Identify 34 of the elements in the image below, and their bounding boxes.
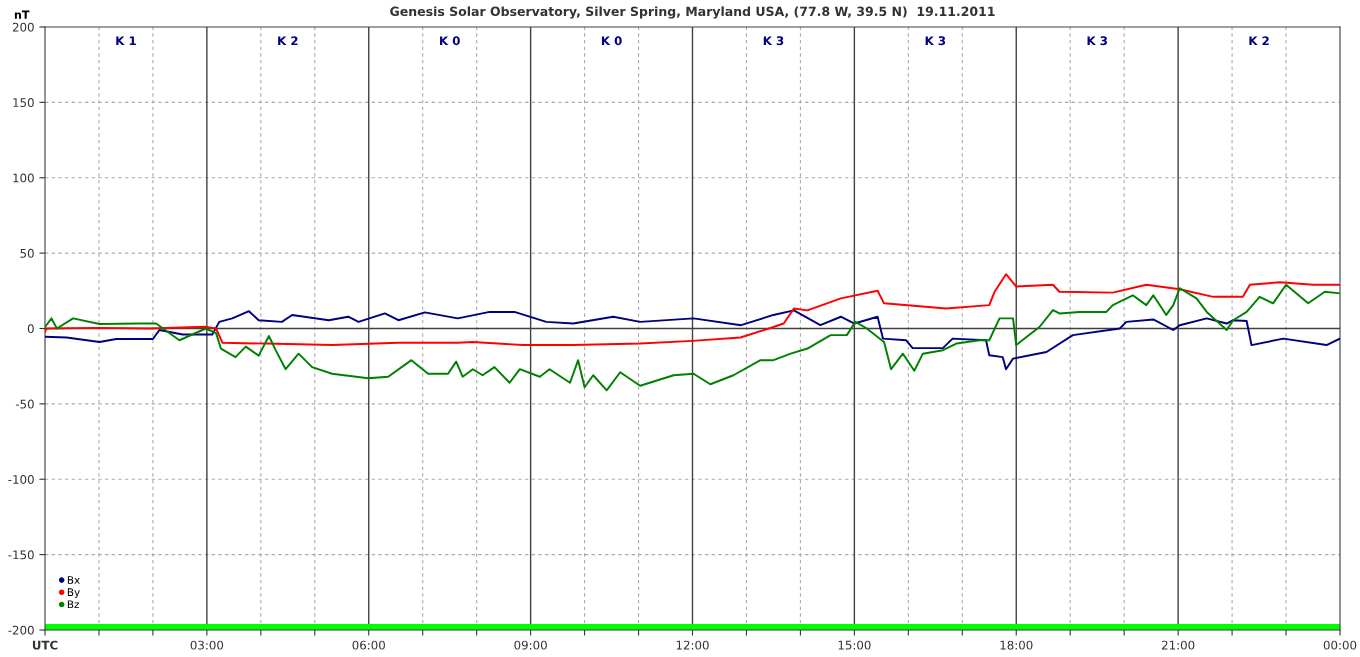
legend-label: Bx xyxy=(67,576,80,584)
y-axis-title: nT xyxy=(14,10,30,19)
x-tick-label: 09:00 xyxy=(514,640,547,650)
x-tick-label: 18:00 xyxy=(1000,640,1033,650)
annotation: K 3 xyxy=(925,36,946,46)
x-tick-label: 06:00 xyxy=(352,640,385,650)
y-tick-label: -150 xyxy=(8,550,34,560)
y-tick-label: -200 xyxy=(8,625,34,635)
annotation: K 2 xyxy=(1249,36,1269,46)
x-tick-label: 21:00 xyxy=(1161,640,1195,650)
annotation: K 0 xyxy=(601,36,622,46)
y-tick-label: 100 xyxy=(13,173,34,183)
annotation: K 3 xyxy=(1087,36,1107,46)
chart-title: Genesis Solar Observatory, Silver Spring, Maryland USA, (77.8 W, 39.5 N) 19.11.2011 xyxy=(390,6,995,19)
annotation: K 0 xyxy=(440,36,460,46)
x-tick-label: 00:00 xyxy=(1323,640,1357,650)
y-tick-label: -100 xyxy=(8,474,34,484)
x-tick-label: 12:00 xyxy=(676,640,709,650)
annotation: K 1 xyxy=(116,36,136,46)
line-series xyxy=(45,283,1340,392)
annotation: K 3 xyxy=(763,36,784,46)
y-tick-label: -50 xyxy=(15,399,34,409)
legend-label: Bz xyxy=(67,600,80,609)
x-tick-label: 15:00 xyxy=(838,640,871,650)
legend-label: By xyxy=(67,588,80,599)
annotation: K 2 xyxy=(278,36,298,46)
y-tick-label: 200 xyxy=(12,22,34,32)
y-tick-label: 0 xyxy=(27,324,34,334)
line-series xyxy=(45,309,1340,371)
x-tick-label: UTC xyxy=(32,640,58,650)
y-tick-label: 150 xyxy=(13,98,34,108)
x-tick-label: 03:00 xyxy=(190,640,224,650)
y-tick-label: 50 xyxy=(20,248,34,258)
line-series xyxy=(45,273,1340,347)
